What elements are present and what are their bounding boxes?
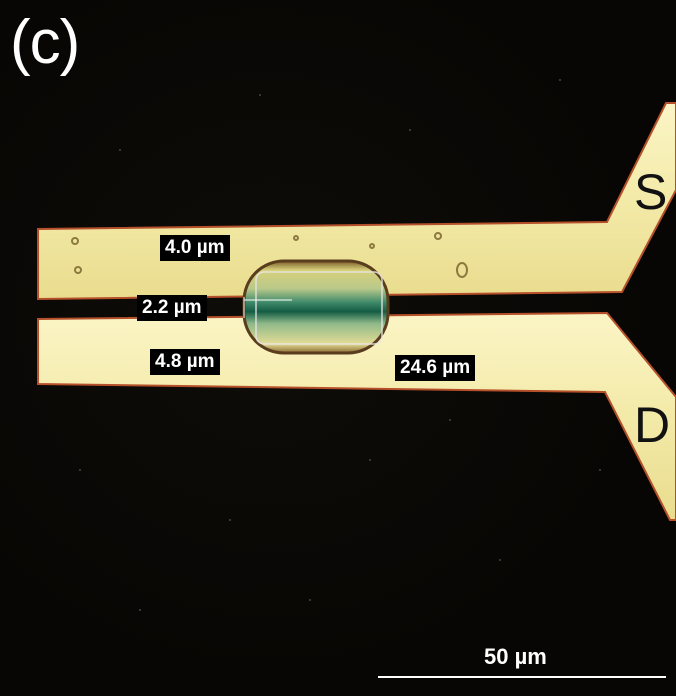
crystal-length-label: 24.6 µm: [395, 355, 476, 381]
surface-particles: [71, 232, 468, 278]
bottom-finger-width-label: 4.8 µm: [150, 349, 220, 375]
crystal-flake: [242, 259, 390, 355]
panel-label: (c): [10, 8, 80, 77]
gap-width-label: 2.2 µm: [137, 295, 207, 321]
source-label: S: [634, 164, 668, 220]
scale-bar-label: 50 µm: [484, 644, 547, 669]
top-finger-width-label: 4.0 µm: [160, 235, 230, 261]
drain-label: D: [634, 397, 671, 453]
background-specks: [79, 79, 601, 611]
